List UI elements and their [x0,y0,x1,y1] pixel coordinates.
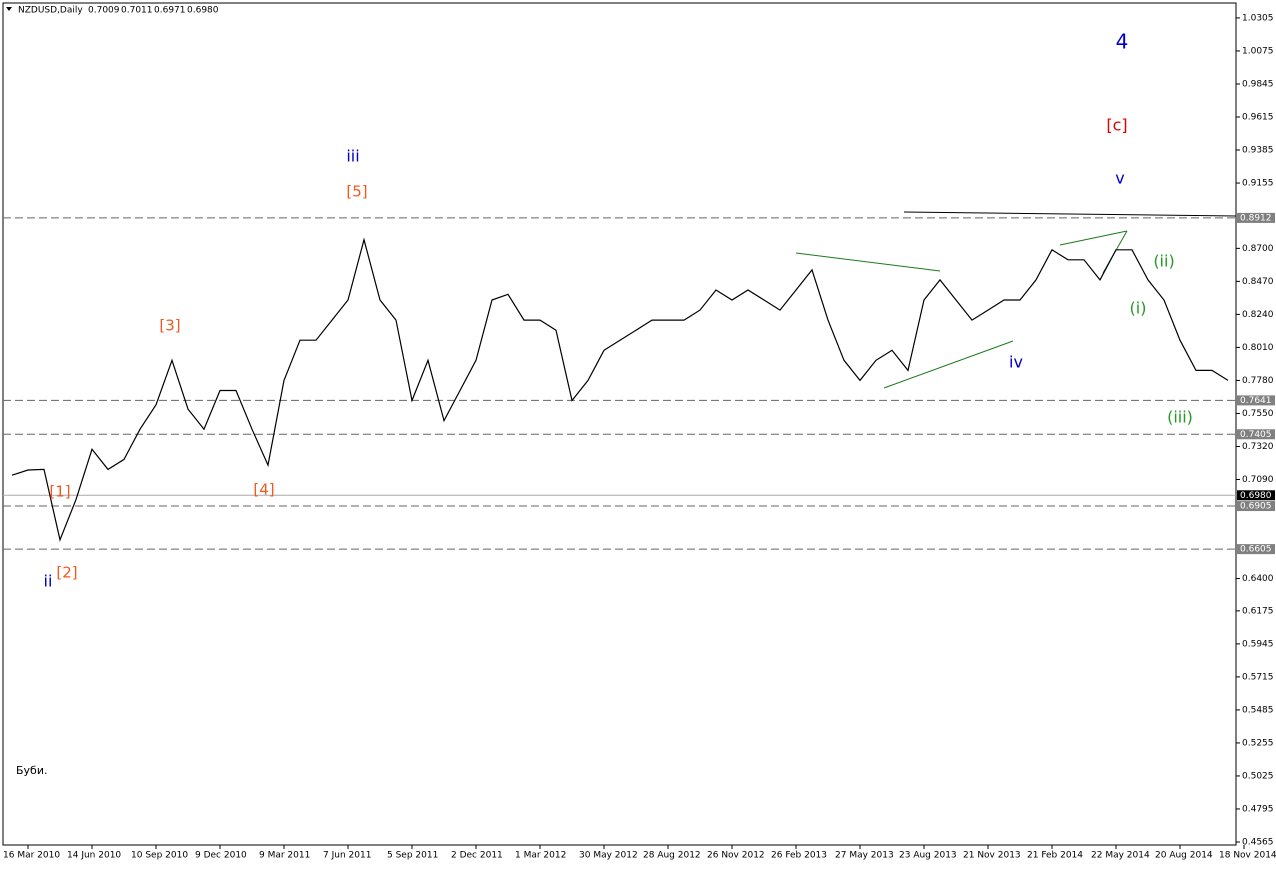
level-label: 0.7405 [1240,430,1272,440]
ohlc-value: 0.7011 [121,6,153,16]
wave-label: (ii) [1153,252,1174,271]
y-tick-label: 1.0305 [1242,13,1274,23]
y-tick-label: 0.5025 [1242,771,1274,781]
plot-frame [2,2,1237,846]
level-label: 0.8912 [1240,213,1272,223]
y-tick-label: 0.5255 [1242,738,1274,748]
wave-label: [3] [159,317,180,335]
wave-label: (iii) [1167,408,1193,427]
y-tick-label: 0.7090 [1242,475,1274,485]
ohlc-value: 0.7009 [88,6,120,16]
ohlc-value: 0.6980 [187,6,219,16]
level-tag [1237,395,1275,406]
chart-title: NZDUSD,Daily [18,6,83,16]
price-line-series [11,237,1229,542]
level-tag [1237,501,1275,512]
x-tick-label: 30 May 2012 [579,851,638,861]
x-tick-label: 21 Nov 2013 [963,851,1021,861]
x-tick-label: 23 Aug 2013 [899,851,957,861]
y-tick-label: 0.4565 [1242,837,1274,847]
y-tick-label: 0.6400 [1242,574,1274,584]
x-tick-label: 20 Aug 2014 [1155,851,1213,861]
y-tick-label: 0.8700 [1242,244,1274,254]
x-tick-label: 27 May 2013 [835,851,894,861]
wave-label: [1] [49,483,70,501]
x-tick-label: 5 Sep 2011 [387,851,438,861]
y-tick-label: 0.9385 [1242,146,1274,156]
x-tick-label: 22 May 2014 [1091,851,1150,861]
y-tick-label: 0.6175 [1242,606,1274,616]
level-label: 0.6605 [1240,545,1272,555]
y-tick-label: 0.7780 [1242,376,1274,386]
y-tick-label: 0.9615 [1242,112,1274,122]
wave-label: iv [1009,353,1023,372]
y-tick-label: 0.5715 [1242,672,1274,682]
menu-arrow [6,7,12,11]
level-label: 0.6905 [1240,502,1272,512]
wave-label: 4 [1116,30,1129,54]
trend-line [883,340,1014,389]
y-tick-label: 0.4795 [1242,804,1274,814]
y-tick-label: 0.7320 [1242,442,1274,452]
x-tick-label: 26 Nov 2012 [707,851,765,861]
trend-line [1059,230,1128,246]
wave-label: iii [346,147,359,166]
x-tick-label: 10 Sep 2010 [131,851,188,861]
trend-line [903,211,1237,217]
price-tag [1237,490,1275,501]
note: Буби. [16,764,48,777]
x-tick-label: 9 Dec 2010 [195,851,247,861]
wave-label: ii [44,572,53,591]
y-tick-label: 0.5485 [1242,705,1274,715]
wave-label: (i) [1130,299,1147,318]
x-tick-label: 21 Feb 2014 [1027,851,1083,861]
wave-label: [c] [1106,116,1127,135]
price-label: 0.6980 [1240,491,1272,501]
x-tick-label: 7 Jun 2011 [323,851,371,861]
x-tick-label: 1 Mar 2012 [515,851,566,861]
wave-label: [2] [56,564,77,582]
trend-line [795,252,941,272]
wave-label: v [1115,169,1124,188]
level-tag [1237,212,1275,223]
level-tag [1237,429,1275,440]
x-tick-label: 14 Jun 2010 [67,851,121,861]
y-tick-label: 0.7550 [1242,409,1274,419]
level-tag [1237,544,1275,555]
y-tick-label: 0.8010 [1242,343,1274,353]
y-tick-label: 0.8470 [1242,277,1274,287]
x-tick-label: 28 Aug 2012 [643,851,701,861]
y-tick-label: 0.8240 [1242,310,1274,320]
wave-label: [4] [253,481,274,499]
level-label: 0.7641 [1240,396,1272,406]
y-tick-label: 0.9155 [1242,179,1274,189]
x-tick-label: 16 Mar 2010 [3,851,60,861]
y-tick-label: 0.5945 [1242,639,1274,649]
x-tick-label: 2 Dec 2011 [451,851,503,861]
wave-label: [5] [346,183,367,201]
x-tick-label: 18 Nov 2014 [1219,851,1276,861]
y-tick-label: 0.9845 [1242,79,1274,89]
x-tick-label: 9 Mar 2011 [259,851,310,861]
ohlc-value: 0.6971 [154,6,186,16]
x-tick-label: 26 Feb 2013 [771,851,827,861]
y-tick-label: 1.0075 [1242,46,1274,56]
